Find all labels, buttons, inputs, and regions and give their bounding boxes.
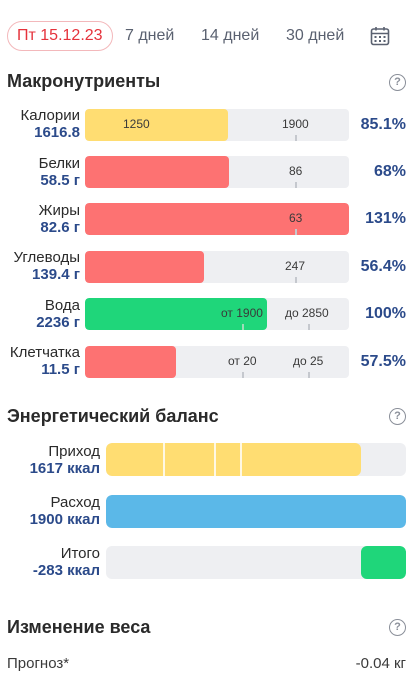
total-fill xyxy=(361,546,406,579)
fiber-max-mark: до 25 xyxy=(293,354,324,368)
tab-30-days[interactable]: 30 дней xyxy=(286,27,345,44)
protein-target-tick xyxy=(295,182,297,188)
expense-label: Расход 1900 ккал xyxy=(0,494,100,529)
fiber-value: 11.5 г xyxy=(41,361,80,378)
weight-title: Изменение веса xyxy=(7,617,151,637)
calories-name: Калории xyxy=(20,107,80,124)
fat-value: 82.6 г xyxy=(40,219,80,236)
water-value: 2236 г xyxy=(36,314,80,331)
carbs-value: 139.4 г xyxy=(32,266,80,283)
intake-value: 1617 ккал xyxy=(29,460,100,477)
macros-help-icon[interactable]: ? xyxy=(389,74,406,91)
fiber-min-tick xyxy=(242,372,244,378)
total-name: Итого xyxy=(60,545,100,562)
protein-label: Белки 58.5 г xyxy=(0,155,80,190)
protein-value: 58.5 г xyxy=(40,172,80,189)
macros-title: Макронутриенты xyxy=(7,71,161,91)
carbs-name: Углеводы xyxy=(13,249,80,266)
energy-help-icon[interactable]: ? xyxy=(389,408,406,425)
calories-target-mark: 1900 xyxy=(282,117,309,131)
fiber-name: Клетчатка xyxy=(9,344,80,361)
fat-label: Жиры 82.6 г xyxy=(0,202,80,237)
fiber-fill xyxy=(85,346,177,378)
calories-min-mark: 1250 xyxy=(123,117,150,131)
forecast-label: Прогноз* xyxy=(7,655,70,672)
carbs-target-mark: 247 xyxy=(285,259,306,273)
calories-target-tick xyxy=(295,135,297,141)
protein-name: Белки xyxy=(38,155,80,172)
intake-label: Приход 1617 ккал xyxy=(0,443,100,478)
expense-name: Расход xyxy=(50,494,100,511)
water-max-tick xyxy=(308,324,310,330)
fat-name: Жиры xyxy=(38,202,80,219)
water-fill xyxy=(85,298,268,330)
intake-name: Приход xyxy=(48,443,100,460)
fat-percent: 131% xyxy=(365,210,406,227)
fat-fill xyxy=(85,203,349,235)
water-name: Вода xyxy=(44,297,80,314)
intake-segment-divider xyxy=(163,443,165,476)
carbs-target-tick xyxy=(295,277,297,283)
intake-bar xyxy=(106,443,406,476)
calories-value: 1616.8 xyxy=(34,124,80,141)
expense-fill xyxy=(106,495,406,528)
water-label: Вода 2236 г xyxy=(0,297,80,332)
water-min-tick xyxy=(242,324,244,330)
fiber-percent: 57.5% xyxy=(360,353,406,370)
fiber-min-mark: от 20 xyxy=(228,354,257,368)
calories-bar: 1250 1900 xyxy=(85,109,349,141)
protein-percent: 68% xyxy=(373,163,406,180)
carbs-bar: 247 xyxy=(85,251,349,283)
intake-segment-divider xyxy=(214,443,216,476)
protein-fill xyxy=(85,156,230,188)
fat-target-tick xyxy=(295,229,297,235)
total-value: -283 ккал xyxy=(32,562,100,579)
expense-bar xyxy=(106,495,406,528)
fiber-max-tick xyxy=(308,372,310,378)
carbs-fill xyxy=(85,251,204,283)
total-label: Итого -283 ккал xyxy=(0,545,100,580)
fat-bar: 63 xyxy=(85,203,349,235)
water-max-mark: до 2850 xyxy=(285,306,329,320)
total-bar xyxy=(106,546,406,579)
calories-percent: 85.1% xyxy=(360,116,406,133)
protein-target-mark: 86 xyxy=(289,164,303,178)
tab-today[interactable]: Пт 15.12.23 xyxy=(7,21,113,51)
forecast-value: -0.04 кг xyxy=(355,655,406,672)
fiber-bar: от 20 до 25 xyxy=(85,346,349,378)
intake-segment-divider xyxy=(240,443,242,476)
calories-label: Калории 1616.8 xyxy=(0,107,80,142)
protein-bar: 86 xyxy=(85,156,349,188)
fat-target-mark: 63 xyxy=(289,211,303,225)
water-min-mark: от 1900 xyxy=(221,306,263,320)
fiber-label: Клетчатка 11.5 г xyxy=(0,344,80,379)
carbs-percent: 56.4% xyxy=(360,258,406,275)
tab-7-days[interactable]: 7 дней xyxy=(125,27,175,44)
water-percent: 100% xyxy=(365,305,406,322)
water-bar: от 1900 до 2850 xyxy=(85,298,349,330)
weight-help-icon[interactable]: ? xyxy=(389,619,406,636)
expense-value: 1900 ккал xyxy=(29,511,100,528)
calories-fill xyxy=(85,109,228,141)
tab-14-days[interactable]: 14 дней xyxy=(201,27,260,44)
period-tabs: Пт 15.12.23 7 дней 14 дней 30 дней xyxy=(0,0,411,70)
energy-title: Энергетический баланс xyxy=(7,406,219,426)
intake-fill xyxy=(106,443,361,476)
carbs-label: Углеводы 139.4 г xyxy=(0,249,80,284)
calendar-icon[interactable] xyxy=(370,26,390,46)
